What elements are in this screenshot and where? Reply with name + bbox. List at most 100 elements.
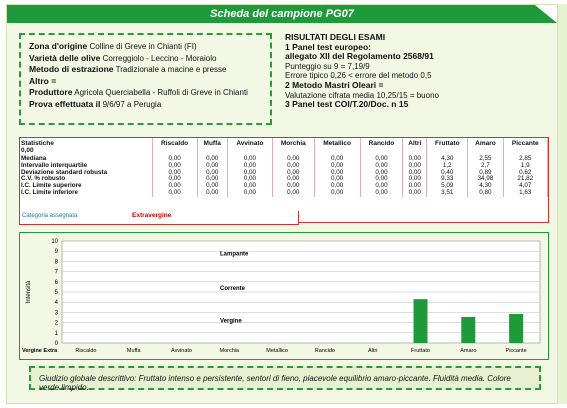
- table-cell: 3,51: [426, 189, 469, 197]
- x-tick-label: Metallico: [266, 348, 288, 354]
- table-cell: 0,00: [314, 162, 361, 170]
- y-axis-label: Intensità: [26, 280, 32, 303]
- intensity-chart-box: 0 1 2 3 4 5 6 7 8 9 10 Intensità Lampante Corrente Ver…: [19, 232, 549, 360]
- column-header: Piccante: [503, 138, 549, 156]
- table-row: I.C. Limite superiore 0,00 0,00 0,00 0,00 0,0…: [20, 182, 549, 190]
- column-header: Amaro: [467, 138, 504, 156]
- table-cell: 4,30: [467, 182, 504, 190]
- x-tick-label: Riscaldo: [75, 348, 96, 354]
- table-cell: 1,63: [503, 189, 549, 197]
- page-edge-strip: [557, 4, 567, 404]
- y-tick-label: 0: [55, 341, 59, 347]
- y-tick-label: 8: [55, 259, 59, 265]
- bar: [413, 299, 428, 343]
- varieta-label: Varietà delle olive: [29, 52, 101, 63]
- results-section: RISULTATI DEGLI ESAMI 1 Panel test europ…: [285, 32, 545, 110]
- category-value: Extravergine: [132, 212, 172, 219]
- table-cell: 2,85: [503, 155, 549, 163]
- category-label: Categoria assegnata: [22, 213, 78, 219]
- table-cell: 0,80: [467, 189, 504, 197]
- altro-label: Altro =: [29, 75, 57, 86]
- x-tick-label: Fruttato: [411, 348, 430, 354]
- x-tick-label: Altri: [368, 348, 377, 354]
- table-row: C.V. % robusto 0,00 0,00 0,00 0,00 0,00 0,00 0,…: [20, 176, 549, 184]
- results-line-2: allegato XII del Regolamento 2568/91: [285, 51, 434, 62]
- table-cell: 9,33: [426, 176, 469, 184]
- table-cell: 0,00: [197, 155, 228, 163]
- table-cell: 0,00: [402, 189, 428, 197]
- table-cell: 0,00: [227, 162, 273, 170]
- y-tick-label: 7: [55, 270, 59, 276]
- table-cell: 0,00: [360, 176, 404, 184]
- table-cell: 0,00: [152, 169, 198, 177]
- prova-value: 9/6/97 a Perugia: [102, 99, 162, 109]
- table-cell: 0,00: [402, 155, 428, 163]
- table-cell: 0,00: [227, 155, 273, 163]
- table-cell: 0,00: [314, 182, 361, 190]
- row-label: Deviazione standard robusta: [20, 169, 153, 177]
- row-label: I.C. Limite inferiore: [20, 189, 153, 197]
- table-cell: 0,00: [152, 176, 198, 184]
- table-body: Mediana 0,00 0,00 0,00 0,00 0,00 0,00 0,00 4,30 2…: [20, 155, 549, 197]
- column-header: Altri: [402, 138, 428, 156]
- zona-label: Zona d'origine: [29, 41, 88, 51]
- zona-value: Colline di Greve in Chianti (FI): [89, 42, 197, 51]
- zone-label: Vergine: [220, 319, 242, 325]
- table-cell: 5,09: [426, 182, 469, 190]
- table-cell: 0,00: [272, 162, 315, 170]
- produttore-label: Produttore: [29, 87, 73, 97]
- table-cell: 0,00: [360, 155, 404, 163]
- row-label: C.V. % robusto: [20, 176, 153, 184]
- statistics-table: Statistiche 0,00 Riscaldo Muffa Avvinato Mor…: [20, 138, 549, 197]
- table-cell: 0,00: [152, 182, 198, 190]
- table-cell: 0,00: [360, 169, 404, 177]
- results-line-4: Errore tipico 0,26 < errore del metodo 0…: [285, 71, 432, 81]
- bar: [461, 316, 476, 343]
- table-cell: 0,00: [272, 169, 315, 177]
- y-tick-label: 9: [55, 249, 59, 255]
- table-cell: 0,00: [272, 155, 315, 163]
- table-cell: 0,00: [227, 169, 273, 177]
- table-cell: 34,98: [467, 176, 504, 184]
- table-cell: 0,00: [227, 176, 273, 184]
- baseline-label: Vergine Extra: [22, 348, 58, 354]
- table-cell: 2,7: [467, 162, 504, 170]
- table-cell: 0,00: [272, 176, 315, 184]
- table-cell: 0,00: [197, 189, 228, 197]
- table-cell: 0,00: [402, 169, 428, 177]
- intensity-chart: 0 1 2 3 4 5 6 7 8 9 10 Intensità Lampante Corrente Ver…: [22, 239, 541, 354]
- table-header-row: Statistiche 0,00 Riscaldo Muffa Avvinato Mor…: [20, 138, 549, 156]
- y-tick-label: 5: [55, 290, 59, 296]
- x-tick-label: Muffa: [127, 348, 142, 354]
- results-line-3: Punteggio su 9 = 7,19/9: [285, 61, 370, 71]
- table-cell: 0,00: [314, 189, 361, 197]
- table-cell: 0,00: [152, 155, 198, 163]
- zone-label: Corrente: [220, 286, 246, 292]
- table-cell: 0,00: [360, 162, 404, 170]
- metodo-value: Tradizionale a macine e presse: [115, 65, 227, 74]
- results-line-7: 3 Panel test COI/T.20/Doc. n 15: [285, 99, 409, 110]
- row-label: Mediana: [20, 155, 153, 163]
- table-cell: 0,00: [197, 169, 228, 177]
- table-cell: 0,62: [503, 169, 549, 177]
- table-cell: 4,07: [503, 182, 549, 190]
- produttore-value: Agricola Querciabella - Ruffoli di Greve…: [74, 88, 248, 97]
- global-judgment-box: Giudizio globale descrittivo: Fruttato i…: [29, 366, 541, 392]
- table-cell: 0,00: [197, 176, 228, 184]
- table-cell: 0,89: [467, 169, 504, 177]
- table-cell: 1,2: [426, 162, 469, 170]
- table-row: Intervallo interquartile 0,00 0,00 0,00 0,00…: [20, 162, 549, 170]
- results-line-1: 1 Panel test europeo:: [285, 41, 371, 52]
- table-cell: 0,00: [197, 182, 228, 190]
- category-row: Categoria assegnata Extravergine: [19, 211, 299, 225]
- table-cell: 0,00: [360, 182, 404, 190]
- table-cell: 0,00: [227, 189, 273, 197]
- table-cell: 0,00: [402, 176, 428, 184]
- y-tick-label: 2: [55, 321, 59, 327]
- varieta-value: Correggiolo - Leccino - Moraiolo: [102, 53, 217, 63]
- y-tick-label: 1: [55, 331, 59, 337]
- x-tick-label: Morchia: [220, 348, 241, 354]
- table-cell: 0,00: [152, 162, 198, 170]
- column-header: Muffa: [197, 138, 228, 156]
- table-cell: 0,00: [402, 182, 428, 190]
